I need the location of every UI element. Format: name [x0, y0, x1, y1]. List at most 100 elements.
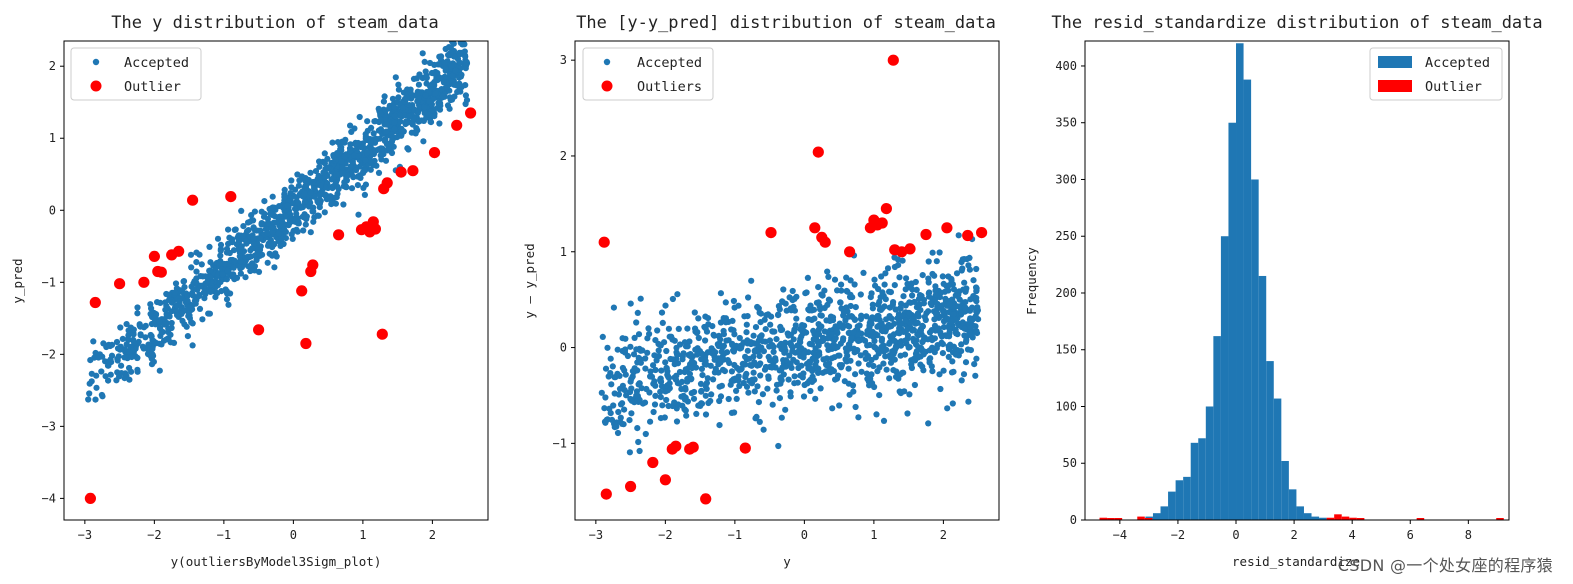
accepted-point — [783, 307, 790, 314]
accepted-point — [882, 296, 889, 303]
accepted-point — [915, 295, 923, 303]
accepted-point — [340, 201, 347, 208]
accepted-point — [950, 286, 958, 293]
accepted-point — [185, 304, 192, 311]
y-tick-label: 50 — [1063, 456, 1077, 470]
accepted-point — [775, 312, 782, 319]
accepted-point — [242, 237, 250, 244]
accepted-point — [441, 59, 448, 66]
accepted-point — [307, 229, 314, 236]
accepted-point — [937, 385, 944, 393]
accepted-point — [636, 447, 643, 455]
legend-box — [582, 47, 714, 101]
accepted-point — [810, 327, 817, 334]
accepted-point — [973, 265, 980, 273]
accepted-point — [608, 416, 616, 423]
accepted-point — [622, 335, 629, 342]
accepted-point — [944, 315, 951, 322]
accepted-point — [682, 366, 689, 373]
accepted-point — [270, 219, 277, 226]
accepted-point — [341, 153, 348, 160]
accepted-point — [645, 325, 652, 332]
accepted-point — [730, 327, 737, 334]
accepted-point — [440, 79, 447, 86]
accepted-point — [341, 139, 348, 146]
accepted-point — [436, 106, 444, 113]
accepted-point — [695, 334, 702, 342]
accepted-point — [919, 272, 926, 279]
accepted-point — [269, 193, 276, 200]
accepted-point — [416, 104, 423, 111]
accepted-point — [652, 337, 659, 344]
accepted-point — [243, 228, 251, 235]
accepted-point — [744, 313, 751, 320]
outlier-point — [887, 54, 899, 66]
accepted-point — [769, 401, 776, 408]
accepted-point — [602, 365, 610, 372]
accepted-point — [621, 406, 628, 413]
accepted-point — [250, 240, 258, 247]
accepted-point — [295, 182, 302, 189]
outlier-bar — [1326, 517, 1335, 520]
accepted-point — [662, 388, 669, 395]
accepted-point — [151, 315, 158, 322]
accepted-point — [214, 235, 222, 242]
accepted-point — [380, 98, 387, 105]
accepted-point — [113, 377, 120, 384]
outlier-bar — [1416, 518, 1425, 520]
accepted-point — [221, 260, 228, 268]
accepted-point — [773, 381, 781, 388]
accepted-point — [852, 403, 859, 411]
accepted-point — [652, 382, 659, 389]
accepted-point — [926, 347, 933, 354]
accepted-point — [691, 388, 698, 396]
y-tick-label: 1 — [49, 131, 56, 145]
accepted-point — [650, 408, 657, 416]
accepted-point — [462, 92, 469, 99]
accepted-point — [800, 393, 808, 400]
axes-frame — [63, 40, 489, 521]
accepted-point — [624, 352, 632, 360]
accepted-point — [946, 325, 953, 332]
accepted-point — [875, 301, 882, 308]
outlier-point — [428, 147, 441, 159]
accepted-point — [864, 328, 872, 335]
accepted-point — [316, 163, 323, 170]
accepted-point — [920, 351, 927, 358]
accepted-point — [678, 386, 685, 393]
x-tick-label: 2 — [940, 528, 947, 542]
accepted-point — [747, 339, 755, 346]
accepted-point — [164, 305, 171, 312]
accepted-point — [780, 286, 787, 293]
accepted-point — [445, 51, 452, 59]
accepted-point — [449, 41, 456, 45]
histogram-bar — [1303, 513, 1312, 520]
accepted-point — [716, 383, 723, 390]
accepted-point — [688, 365, 696, 372]
accepted-point — [748, 277, 755, 284]
accepted-point — [421, 58, 428, 65]
accepted-point — [848, 334, 855, 342]
accepted-point — [193, 259, 200, 266]
accepted-point — [437, 100, 444, 107]
accepted-point — [878, 327, 885, 334]
y-tick-label: 350 — [1055, 116, 1077, 130]
accepted-point — [191, 278, 198, 285]
accepted-point — [875, 285, 882, 293]
x-tick-label: 6 — [1407, 528, 1414, 542]
accepted-point — [756, 418, 763, 425]
outlier-point — [700, 493, 712, 505]
accepted-point — [891, 263, 899, 271]
accepted-point — [631, 334, 638, 341]
accepted-point — [662, 302, 669, 309]
accepted-point — [619, 364, 627, 372]
accepted-point — [662, 359, 669, 366]
outlier-point — [225, 191, 237, 203]
accepted-point — [687, 352, 694, 360]
accepted-point — [925, 308, 932, 315]
accepted-point — [826, 297, 834, 304]
accepted-point — [868, 371, 875, 378]
accepted-point — [616, 385, 624, 392]
accepted-point — [773, 336, 780, 343]
